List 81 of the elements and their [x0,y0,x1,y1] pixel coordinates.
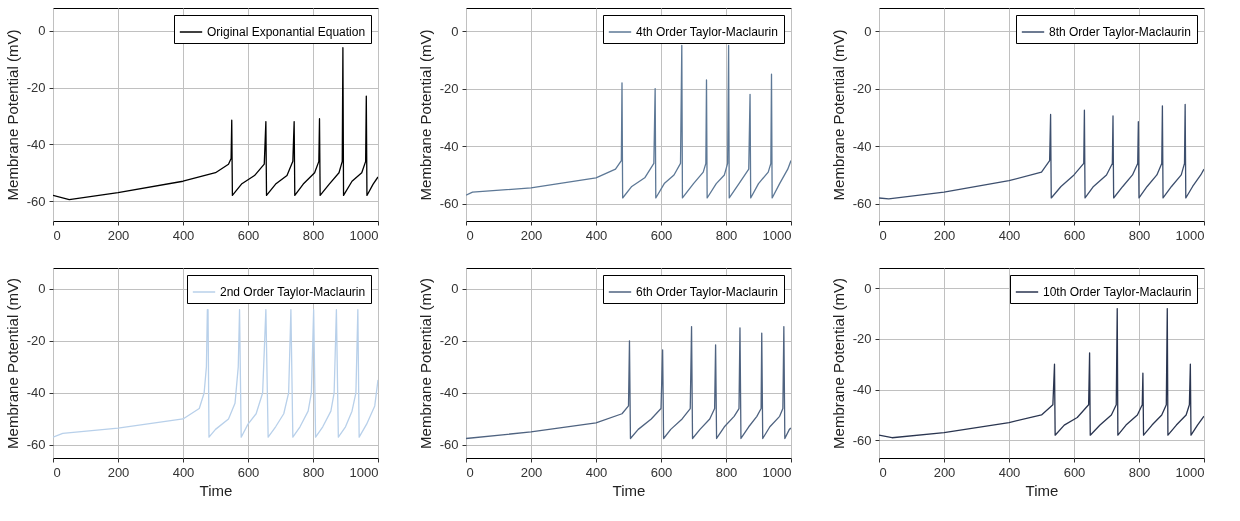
y-tick-label: -60 [852,196,872,212]
x-tick-label: 200 [933,227,956,243]
legend-label: 8th Order Taylor-Maclaurin [1049,25,1191,39]
legend-label: 4th Order Taylor-Maclaurin [636,25,778,39]
x-tick-label: 0 [466,464,474,480]
x-tick-label: 800 [715,227,738,243]
x-tick-label: 0 [53,227,61,243]
x-tick-label: 1000 [1175,464,1205,480]
line-series [466,325,791,440]
y-tick-label: -20 [439,333,459,349]
x-tick-label: 0 [879,464,887,480]
y-tick-label: -60 [26,193,46,209]
x-tick-label: 600 [650,464,673,480]
x-axis-title: Time [199,481,233,499]
x-tick-label: 400 [585,227,608,243]
y-axis-title: Membrane Potential (mV) [416,29,434,201]
line-series [879,307,1204,439]
x-tick-label: 200 [520,464,543,480]
y-tick-label: -60 [852,432,872,448]
x-tick-label: 600 [650,227,673,243]
y-axis-title: Membrane Potential (mV) [416,278,434,449]
legend-label: 2nd Order Taylor-Maclaurin [220,285,366,299]
y-tick-label: -40 [26,136,46,152]
x-tick-label: 1000 [762,464,792,480]
y-axis-title: Membrane Potential (mV) [3,29,21,201]
x-tick-label: 200 [107,227,130,243]
x-axis-title: Time [1025,481,1059,499]
y-tick-label: -40 [26,385,46,401]
line-series [53,47,378,201]
y-tick-label: -60 [439,196,459,212]
x-tick-label: 400 [998,227,1021,243]
x-tick-label: 600 [237,464,260,480]
x-tick-label: 600 [1063,464,1086,480]
x-tick-label: 800 [1128,464,1151,480]
x-tick-label: 200 [520,227,543,243]
line-series [53,308,378,438]
y-tick-label: -20 [26,333,46,349]
x-tick-label: 400 [172,464,195,480]
x-tick-label: 800 [715,464,738,480]
y-tick-label: 0 [451,281,459,297]
x-tick-label: 0 [466,227,474,243]
x-tick-label: 1000 [349,227,379,243]
y-tick-label: -60 [26,437,46,453]
x-tick-label: 200 [933,464,956,480]
x-tick-label: 0 [53,464,61,480]
y-tick-label: -20 [439,81,459,97]
x-tick-label: 800 [302,464,325,480]
x-tick-label: 400 [585,464,608,480]
x-axis-title: Time [612,481,646,499]
x-tick-label: 400 [998,464,1021,480]
legend-label: 10th Order Taylor-Maclaurin [1043,285,1192,299]
y-tick-label: -60 [439,437,459,453]
x-tick-label: 600 [1063,227,1086,243]
x-tick-label: 400 [172,227,195,243]
x-tick-label: 0 [879,227,887,243]
y-axis-title: Membrane Potential (mV) [3,278,21,449]
y-tick-label: -40 [439,385,459,401]
legend-label: 6th Order Taylor-Maclaurin [636,285,778,299]
y-tick-label: -20 [852,81,872,97]
y-tick-label: -40 [439,138,459,154]
y-tick-label: -40 [852,382,872,398]
x-tick-label: 600 [237,227,260,243]
y-tick-label: -20 [26,80,46,96]
x-tick-label: 800 [1128,227,1151,243]
y-tick-label: 0 [864,280,872,296]
x-tick-label: 800 [302,227,325,243]
y-tick-label: 0 [38,281,46,297]
x-tick-label: 1000 [762,227,792,243]
legend-label: Original Exponantial Equation [207,25,366,39]
x-tick-label: 1000 [349,464,379,480]
x-tick-label: 200 [107,464,130,480]
x-tick-label: 1000 [1175,227,1205,243]
y-tick-label: 0 [451,23,459,39]
line-series [466,44,791,199]
y-tick-label: 0 [38,23,46,39]
line-series [879,103,1204,200]
y-axis-title: Membrane Potential (mV) [829,278,847,449]
y-tick-label: -40 [852,138,872,154]
y-tick-label: 0 [864,23,872,39]
y-tick-label: -20 [852,331,872,347]
y-axis-title: Membrane Potential (mV) [829,29,847,201]
